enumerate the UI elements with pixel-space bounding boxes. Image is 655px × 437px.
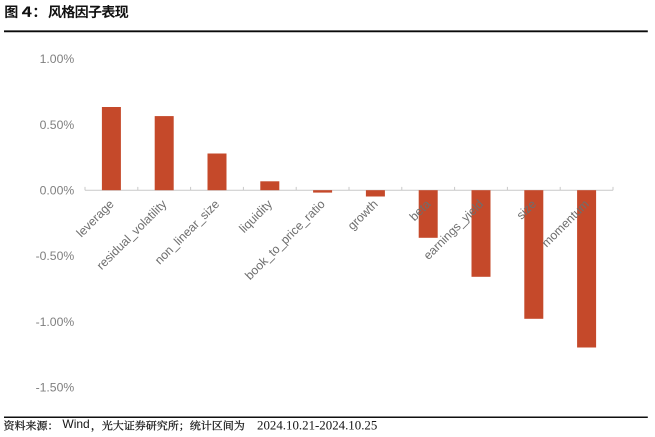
svg-text:Wind: Wind: [62, 417, 89, 431]
svg-text:0.00%: 0.00%: [40, 184, 75, 198]
svg-text:1.00%: 1.00%: [40, 52, 75, 66]
svg-text:2024.10.21-2024.10.25: 2024.10.21-2024.10.25: [257, 418, 377, 432]
svg-text:-0.50%: -0.50%: [36, 249, 75, 263]
svg-text:0.50%: 0.50%: [40, 118, 75, 132]
svg-text:-1.50%: -1.50%: [36, 381, 75, 395]
svg-text:-1.00%: -1.00%: [36, 315, 75, 329]
